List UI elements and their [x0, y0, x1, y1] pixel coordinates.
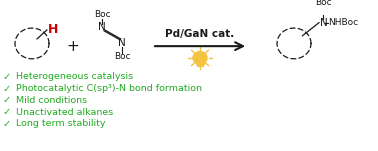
Text: Mild conditions: Mild conditions	[16, 96, 87, 105]
Text: ✓: ✓	[3, 107, 11, 117]
Text: N: N	[320, 18, 328, 28]
Text: ✓: ✓	[3, 95, 11, 105]
Text: NHBoc: NHBoc	[328, 18, 358, 27]
Text: N: N	[98, 22, 106, 32]
Text: ✓: ✓	[3, 119, 11, 129]
Text: Pd/GaN cat.: Pd/GaN cat.	[166, 29, 235, 39]
Text: Unactivated alkanes: Unactivated alkanes	[16, 108, 113, 117]
Circle shape	[193, 52, 207, 64]
Text: ✓: ✓	[3, 72, 11, 82]
Text: Boc: Boc	[94, 10, 110, 19]
Text: Photocatalytic C(sp³)-N bond formation: Photocatalytic C(sp³)-N bond formation	[16, 84, 202, 93]
Text: ✓: ✓	[3, 84, 11, 94]
Text: H: H	[48, 23, 58, 37]
Text: Boc: Boc	[315, 0, 331, 7]
Text: N: N	[118, 38, 126, 48]
Text: +: +	[67, 39, 79, 54]
Text: Heterogeneous catalysis: Heterogeneous catalysis	[16, 72, 133, 81]
Text: Long term stability: Long term stability	[16, 119, 105, 128]
Text: Boc: Boc	[114, 53, 130, 61]
